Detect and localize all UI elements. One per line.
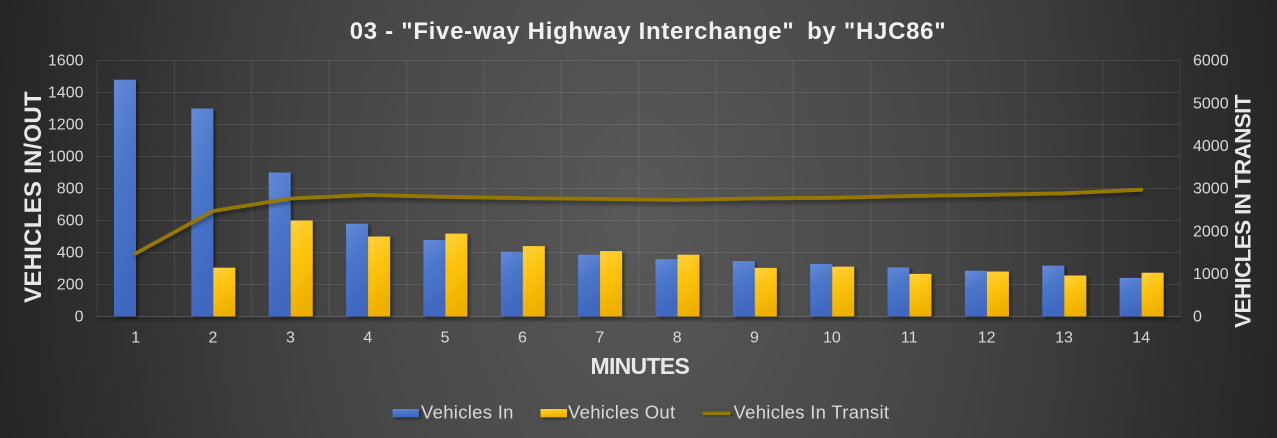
- svg-text:7: 7: [595, 330, 604, 347]
- svg-text:1200: 1200: [48, 117, 84, 134]
- svg-text:VEHICLES IN TRANSIT: VEHICLES IN TRANSIT: [1231, 94, 1256, 328]
- svg-text:400: 400: [57, 245, 84, 262]
- svg-text:Vehicles Out: Vehicles Out: [568, 402, 675, 423]
- svg-text:1: 1: [131, 330, 140, 347]
- svg-text:6000: 6000: [1193, 53, 1229, 70]
- svg-text:2: 2: [209, 330, 218, 347]
- svg-text:5: 5: [441, 330, 450, 347]
- svg-text:12: 12: [978, 330, 996, 347]
- svg-text:4000: 4000: [1193, 138, 1229, 155]
- svg-text:6: 6: [518, 330, 527, 347]
- svg-text:2000: 2000: [1193, 223, 1229, 240]
- svg-text:600: 600: [57, 213, 84, 230]
- svg-text:14: 14: [1132, 330, 1150, 347]
- svg-text:VEHICLES IN/OUT: VEHICLES IN/OUT: [20, 91, 47, 303]
- svg-text:Vehicles In Transit: Vehicles In Transit: [734, 402, 890, 423]
- svg-text:1400: 1400: [48, 85, 84, 102]
- svg-text:8: 8: [673, 330, 682, 347]
- svg-text:1000: 1000: [1193, 266, 1229, 283]
- svg-text:Vehicles In: Vehicles In: [421, 402, 514, 423]
- svg-text:10: 10: [823, 330, 841, 347]
- svg-text:3: 3: [286, 330, 295, 347]
- svg-text:03 - "Five-way Highway Interch: 03 - "Five-way Highway Interchange" by "…: [350, 18, 947, 45]
- svg-text:13: 13: [1055, 330, 1073, 347]
- svg-text:0: 0: [75, 309, 84, 326]
- svg-text:800: 800: [57, 181, 84, 198]
- svg-text:200: 200: [57, 277, 84, 294]
- svg-text:3000: 3000: [1193, 181, 1229, 198]
- svg-text:MINUTES: MINUTES: [590, 353, 689, 379]
- svg-text:0: 0: [1193, 309, 1202, 326]
- svg-text:4: 4: [363, 330, 372, 347]
- svg-text:1600: 1600: [48, 53, 84, 70]
- svg-text:9: 9: [750, 330, 759, 347]
- svg-text:1000: 1000: [48, 149, 84, 166]
- svg-text:5000: 5000: [1193, 95, 1229, 112]
- svg-text:11: 11: [901, 330, 918, 347]
